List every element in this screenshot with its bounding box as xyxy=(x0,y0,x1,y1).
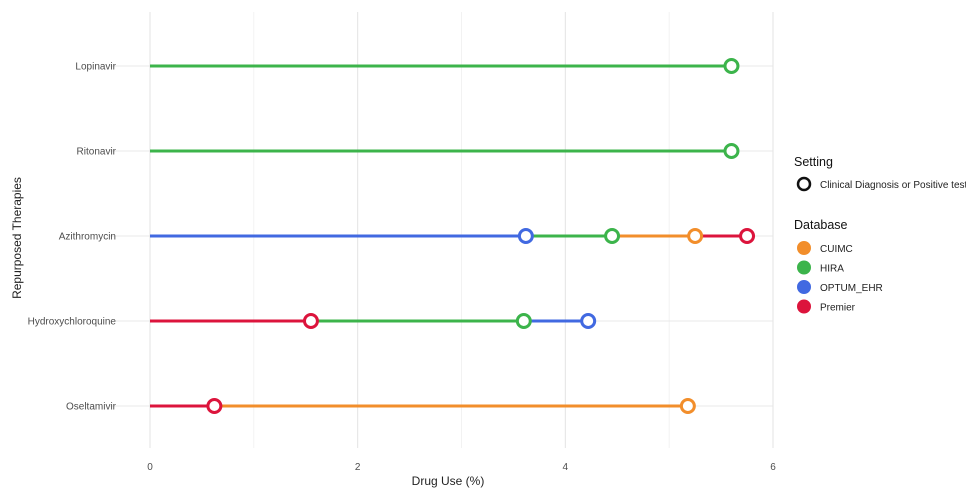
segments xyxy=(150,64,748,408)
point-lopinavir-hira xyxy=(723,58,740,74)
legend-swatch-optum-ehr xyxy=(797,280,811,294)
point-hydroxychloroquine-premier xyxy=(302,313,319,329)
legend-setting-label: Clinical Diagnosis or Positive test xyxy=(820,180,966,191)
point-hydroxychloroquine-optum-ehr xyxy=(580,313,597,329)
y-tick-label-oseltamivir: Oseltamivir xyxy=(66,402,117,413)
point-azithromycin-premier xyxy=(739,228,756,244)
x-axis-title: Drug Use (%) xyxy=(412,474,485,488)
legend-database: Database CUIMC HIRA OPTUM_EHR Premier xyxy=(794,218,883,314)
x-tick-label: 6 xyxy=(770,462,776,473)
point-ritonavir-hira xyxy=(723,143,740,159)
grid xyxy=(110,12,774,448)
legend-setting-title: Setting xyxy=(794,155,833,169)
point-oseltamivir-cuimc xyxy=(679,398,696,414)
point-azithromycin-hira xyxy=(604,228,621,244)
point-azithromycin-optum-ehr xyxy=(517,228,534,244)
legend-setting-symbol xyxy=(796,176,812,192)
y-tick-label-hydroxychloroquine: Hydroxychloroquine xyxy=(28,317,117,328)
x-tick-label: 2 xyxy=(355,462,361,473)
point-hydroxychloroquine-hira xyxy=(515,313,532,329)
legend-database-title: Database xyxy=(794,218,848,232)
point-azithromycin-cuimc xyxy=(687,228,704,244)
y-tick-labels: Lopinavir Ritonavir Azithromycin Hydroxychl… xyxy=(28,62,117,413)
points xyxy=(206,58,756,414)
y-tick-label-azithromycin: Azithromycin xyxy=(59,232,116,243)
legend-label-cuimc: CUIMC xyxy=(820,244,853,255)
legend-swatch-cuimc xyxy=(797,241,811,255)
x-tick-label: 4 xyxy=(563,462,569,473)
legend-label-optum-ehr: OPTUM_EHR xyxy=(820,283,883,294)
legend-label-hira: HIRA xyxy=(820,264,844,275)
legend-setting: Setting Clinical Diagnosis or Positive t… xyxy=(794,155,966,192)
point-oseltamivir-premier xyxy=(206,398,223,414)
legend-swatch-premier xyxy=(797,299,811,314)
legend-swatch-hira xyxy=(797,260,811,275)
y-tick-label-lopinavir: Lopinavir xyxy=(75,62,116,73)
x-tick-labels: 0 2 4 6 xyxy=(147,462,776,473)
y-tick-label-ritonavir: Ritonavir xyxy=(77,147,117,158)
legend-label-premier: Premier xyxy=(820,303,856,314)
x-tick-label: 0 xyxy=(147,462,153,473)
y-axis-title: Repurposed Therapies xyxy=(10,177,24,299)
